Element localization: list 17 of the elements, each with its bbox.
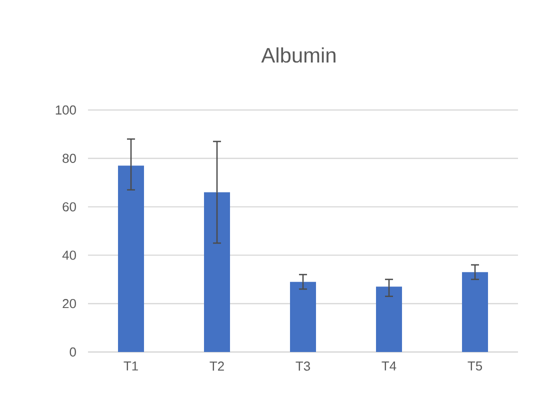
y-tick-label: 40 [62,250,76,260]
x-tick-label: T1 [124,362,138,370]
bar [376,286,402,352]
y-tick-label: 20 [62,299,76,308]
y-tick-label: 0 [70,347,76,357]
y-tick-label: 60 [62,202,76,212]
y-tick-label: 100 [56,105,76,115]
bar [290,282,316,352]
bar [118,166,144,352]
y-tick-label: 80 [62,154,76,163]
x-tick-label: T4 [382,362,396,370]
bar [462,272,488,352]
x-tick-label: T3 [296,362,310,371]
chart-title: Albumin [261,47,336,63]
x-tick-label: T2 [210,362,224,371]
x-tick-label: T5 [468,362,482,371]
bar [204,192,230,352]
